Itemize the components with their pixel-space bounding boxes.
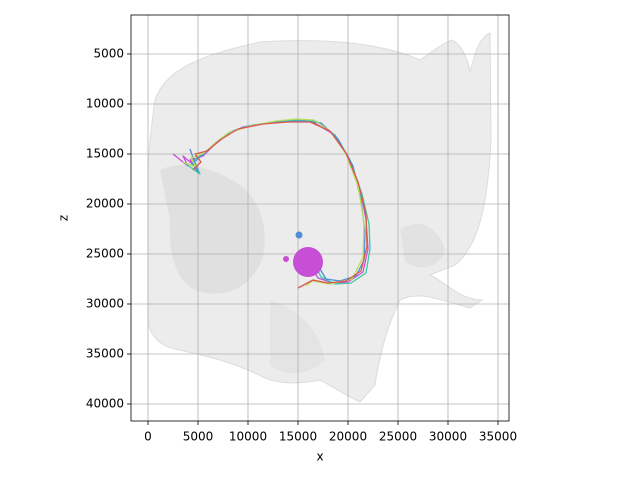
x-tick-label: 30000 xyxy=(429,430,467,444)
y-tick-label: 30000 xyxy=(86,297,124,311)
y-tick-label: 25000 xyxy=(86,247,124,261)
axes-frame xyxy=(130,14,510,422)
x-tick-label: 15000 xyxy=(279,430,317,444)
x-axis-label: x xyxy=(316,450,323,464)
y-tick-label: 5000 xyxy=(93,47,124,61)
plot-marks xyxy=(172,118,371,289)
y-tick-label: 10000 xyxy=(86,97,124,111)
y-tick-label: 40000 xyxy=(86,397,124,411)
x-tick-label: 10000 xyxy=(229,430,267,444)
x-tick-label: 35000 xyxy=(479,430,517,444)
neuron-trace xyxy=(182,118,365,287)
y-axis-label: z xyxy=(57,215,71,221)
x-tick-label: 5000 xyxy=(183,430,214,444)
soma xyxy=(283,256,289,262)
brain-mesh xyxy=(147,32,492,403)
soma xyxy=(295,231,303,239)
x-tick-label: 0 xyxy=(144,430,152,444)
x-tick-label: 20000 xyxy=(329,430,367,444)
y-tick-label: 20000 xyxy=(86,197,124,211)
y-tick-label: 35000 xyxy=(86,347,124,361)
soma xyxy=(293,247,323,277)
x-tick-label: 25000 xyxy=(379,430,417,444)
y-tick-label: 15000 xyxy=(86,147,124,161)
neuron-trace xyxy=(192,121,368,289)
